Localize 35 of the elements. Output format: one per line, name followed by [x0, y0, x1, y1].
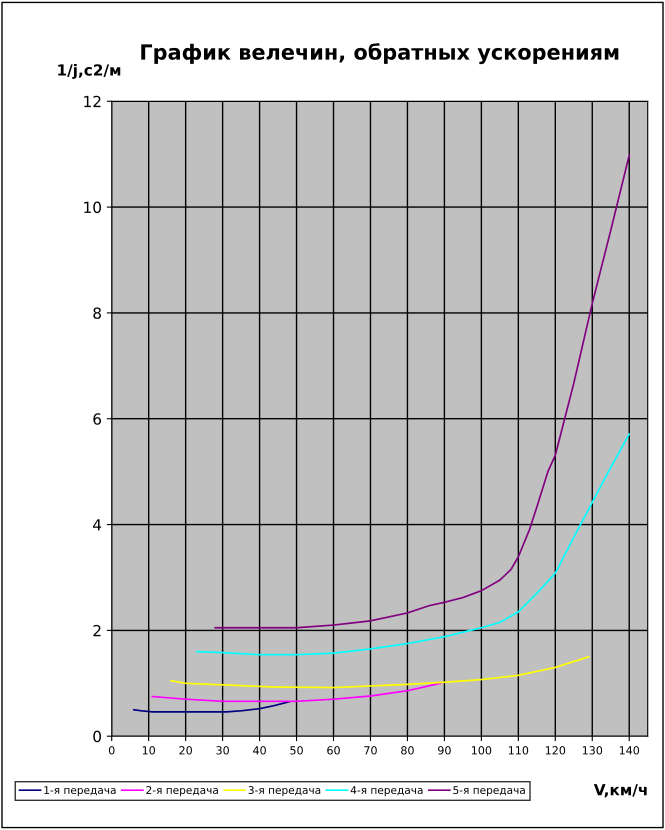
- line-series: [152, 682, 442, 702]
- x-tick-label: 0: [108, 746, 115, 755]
- x-tick-label: 40: [253, 746, 266, 755]
- line-series: [214, 154, 630, 629]
- x-tick-label: 100: [472, 746, 492, 755]
- x-tick-label: 120: [546, 746, 566, 755]
- y-tick-label: 12: [84, 96, 100, 108]
- x-tick-label: 10: [142, 746, 156, 755]
- line-series: [170, 656, 590, 688]
- x-tick-label: 30: [216, 746, 229, 755]
- x-tick-label: 20: [179, 746, 192, 755]
- line-series: [196, 433, 630, 656]
- x-tick-label: 110: [508, 746, 528, 755]
- y-tick-label: 6: [93, 413, 102, 425]
- y-tick-label: 2: [93, 624, 100, 636]
- line-series: [133, 700, 290, 713]
- y-axis-title: 1/j,c2/м: [58, 64, 120, 79]
- legend-label: 3-я передача: [248, 786, 320, 796]
- legend-label: 1-я передача: [44, 786, 116, 796]
- legend-label: 5-я передача: [453, 786, 525, 796]
- legend-label: 4-я передача: [350, 786, 423, 796]
- y-tick-label: 4: [93, 519, 102, 530]
- y-tick-label: 10: [84, 202, 101, 214]
- x-tick-label: 70: [364, 746, 377, 755]
- y-tick-label: 0: [93, 730, 101, 742]
- x-tick-label: 50: [290, 746, 303, 755]
- x-axis-title: V,км/ч: [594, 784, 647, 798]
- x-tick-label: 130: [582, 746, 602, 755]
- chart-title: График велечин, обратных ускорениям: [141, 43, 618, 64]
- y-tick-label: 8: [93, 307, 101, 319]
- x-tick-label: 90: [438, 746, 451, 755]
- legend-label: 2-я передача: [146, 786, 218, 796]
- x-tick-label: 140: [620, 746, 640, 755]
- x-tick-label: 80: [401, 746, 414, 755]
- x-tick-label: 60: [327, 746, 340, 755]
